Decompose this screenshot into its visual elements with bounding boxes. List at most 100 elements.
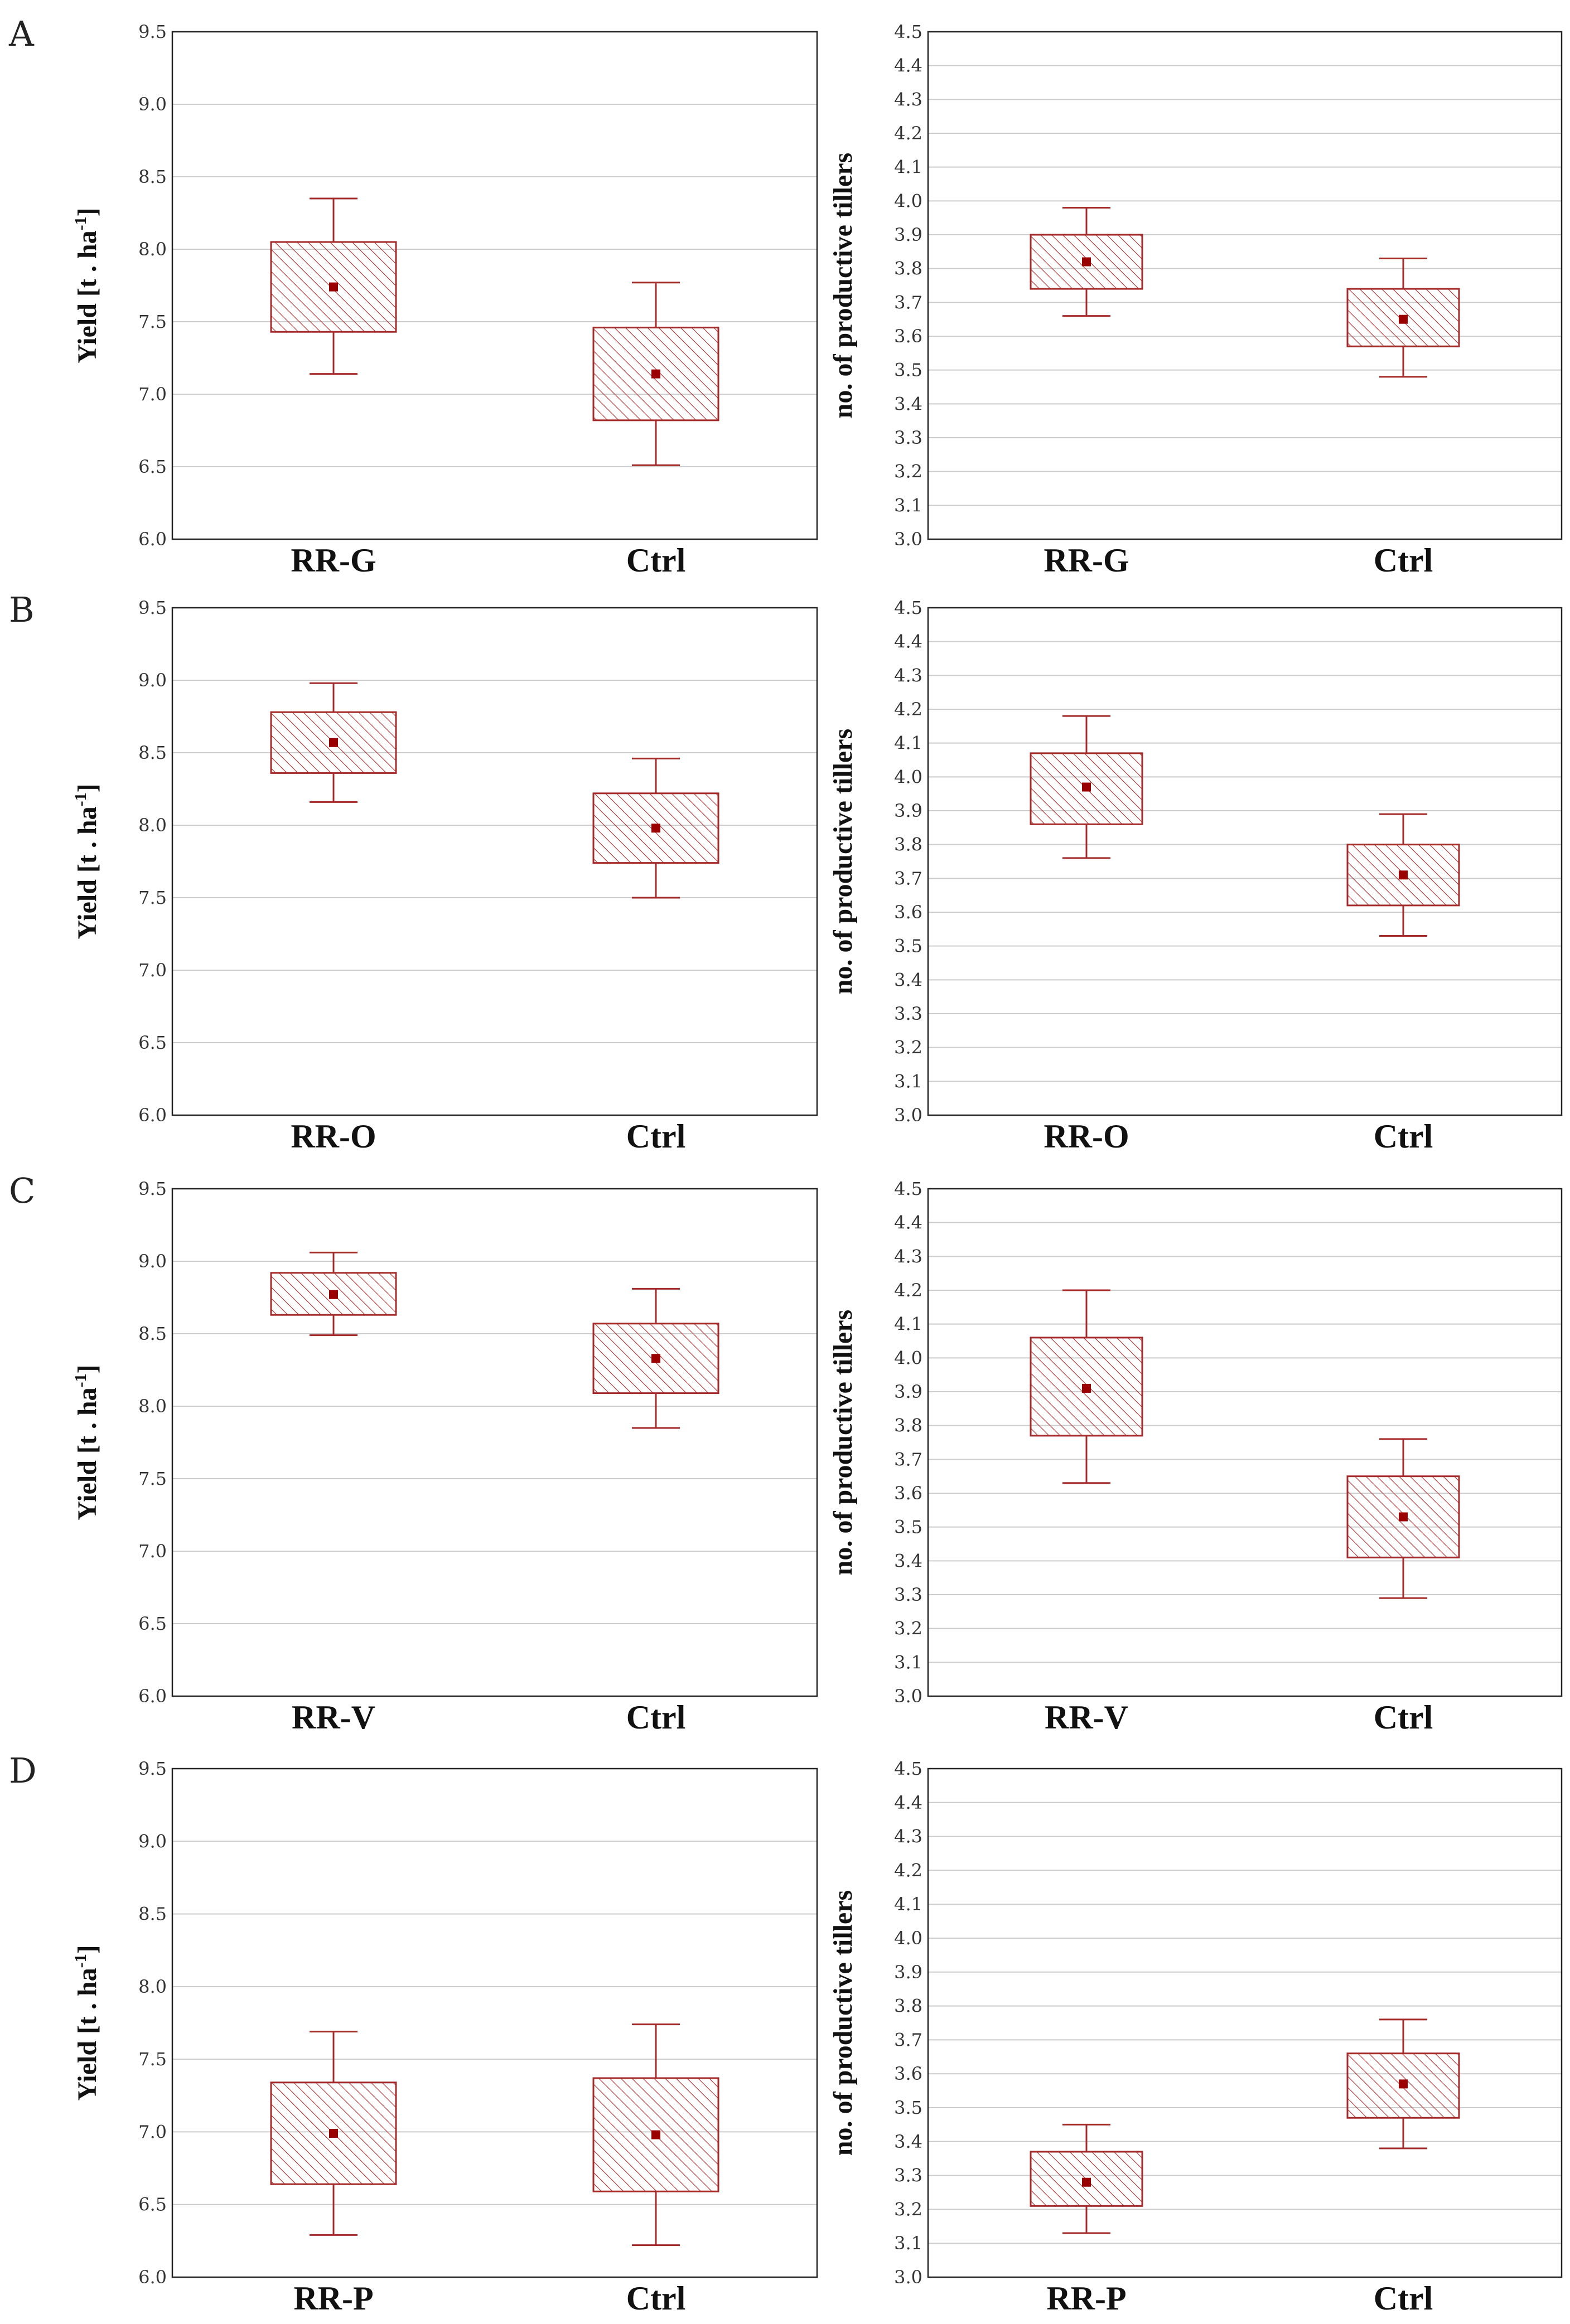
chart-7-ytick-label: 9.5 xyxy=(138,1758,167,1779)
chart-6-y-axis-label-text: no. of productive tillers xyxy=(828,1310,858,1575)
chart-2-ytick-label: 3.6 xyxy=(894,326,922,347)
chart-8-mean-marker xyxy=(1399,2079,1408,2089)
chart-2-ytick-label: 4.0 xyxy=(894,190,922,211)
chart-5-ytick-label: 7.5 xyxy=(138,1468,167,1489)
chart-6-y-axis-label: no. of productive tillers xyxy=(828,1310,858,1575)
chart-6-ytick-label: 4.5 xyxy=(894,1178,922,1199)
chart-1-y-axis-label: Yield [t . ha-1] xyxy=(71,207,102,363)
chart-6-mean-marker xyxy=(1399,1512,1408,1522)
chart-4-ytick-label: 3.1 xyxy=(894,1071,922,1092)
chart-8-ytick-label: 3.7 xyxy=(894,2029,922,2050)
chart-8-ytick-label: 4.0 xyxy=(894,1928,922,1949)
chart-7-ytick-label: 9.0 xyxy=(138,1831,167,1852)
chart-8-ytick-label: 4.3 xyxy=(894,1826,922,1847)
chart-8-ytick-label: 3.9 xyxy=(894,1962,922,1983)
chart-7-ytick-label: 6.0 xyxy=(138,2267,167,2288)
chart-3-y-axis-label-superscript: -1 xyxy=(71,792,90,806)
chart-2-ytick-label: 4.3 xyxy=(894,89,922,110)
chart-7-mean-marker xyxy=(329,2129,338,2138)
chart-8-ytick-label: 3.8 xyxy=(894,1996,922,2017)
chart-7-ytick-label: 6.5 xyxy=(138,2194,167,2215)
chart-6-frame xyxy=(927,1188,1563,1697)
chart-6-ytick-label: 3.3 xyxy=(894,1584,922,1605)
chart-7-x-category-label: Ctrl xyxy=(626,2280,686,2317)
chart-2: 3.0 3.1 3.2 3.3 3.4 3.5 3.6 3.7 3.8 3.9 4.0 4.1 4.2 4… xyxy=(828,21,1563,579)
chart-2-ytick-label: 4.4 xyxy=(894,55,922,76)
chart-3: 6.0 6.5 7.0 7.5 8.0 8.5 9.0 9.5 Yield [t . ha-1]… xyxy=(9,589,818,1155)
chart-8-x-category-label: Ctrl xyxy=(1374,2280,1433,2317)
chart-5-y-axis-label: Yield [t . ha-1] xyxy=(71,1364,102,1520)
chart-8-x-category-label: RR-P xyxy=(1046,2280,1126,2317)
chart-2-ytick-label: 3.0 xyxy=(894,529,922,550)
chart-6-ytick-label: 3.5 xyxy=(894,1517,922,1538)
chart-1-y-axis-label-tail: ] xyxy=(73,207,102,216)
chart-3-x-category-label: Ctrl xyxy=(626,1118,686,1155)
chart-6-box xyxy=(1346,1475,1460,1558)
chart-2-x-category-label: RR-G xyxy=(1044,542,1129,579)
chart-1-ytick-label: 9.0 xyxy=(138,94,167,115)
chart-4-x-category-label: Ctrl xyxy=(1374,1118,1433,1155)
chart-6-x-category-label: Ctrl xyxy=(1374,1699,1433,1736)
chart-1-mean-marker xyxy=(329,282,338,292)
panel-letter: B xyxy=(9,589,35,630)
chart-4-x-category-label: RR-O xyxy=(1044,1118,1129,1155)
chart-7-ytick-label: 8.5 xyxy=(138,1904,167,1925)
chart-1: 6.0 6.5 7.0 7.5 8.0 8.5 9.0 9.5 Yield [t . ha-1]… xyxy=(8,13,818,579)
chart-6-ytick-label: 4.2 xyxy=(894,1280,922,1301)
chart-2-ytick-label: 3.1 xyxy=(894,495,922,516)
chart-6-ytick-label: 4.3 xyxy=(894,1246,922,1267)
chart-3-frame xyxy=(171,607,818,1116)
chart-7-ytick-label: 7.0 xyxy=(138,2121,167,2142)
chart-4-ytick-label: 3.6 xyxy=(894,902,922,923)
chart-7-ytick-label: 7.5 xyxy=(138,2049,167,2070)
panel-letter: D xyxy=(9,1750,37,1791)
chart-5-mean-marker xyxy=(651,1354,660,1363)
chart-3-ytick-label: 6.5 xyxy=(138,1032,167,1053)
chart-3-mean-marker xyxy=(329,738,338,747)
chart-4-ytick-label: 3.3 xyxy=(894,1003,922,1024)
chart-5-ytick-label: 9.0 xyxy=(138,1251,167,1272)
chart-2-ytick-label: 4.2 xyxy=(894,123,922,144)
chart-6-ytick-label: 3.6 xyxy=(894,1483,922,1504)
chart-4-ytick-label: 3.8 xyxy=(894,834,922,855)
chart-2-mean-marker xyxy=(1082,257,1091,267)
chart-8-ytick-label: 4.4 xyxy=(894,1792,922,1813)
chart-4-y-axis-label-text: no. of productive tillers xyxy=(828,729,858,994)
chart-2-ytick-label: 3.7 xyxy=(894,292,922,313)
chart-8-ytick-label: 3.2 xyxy=(894,2199,922,2220)
chart-4-ytick-label: 4.5 xyxy=(894,597,922,618)
chart-4-ytick-label: 4.4 xyxy=(894,631,922,652)
chart-6-ytick-label: 4.1 xyxy=(894,1314,922,1335)
chart-5-x-category-label: Ctrl xyxy=(626,1699,686,1736)
chart-3-y-axis-label-tail: ] xyxy=(73,783,102,792)
chart-5-y-axis-label-tail: ] xyxy=(73,1364,102,1373)
chart-2-ytick-label: 3.2 xyxy=(894,461,922,482)
chart-1-ytick-label: 7.5 xyxy=(138,311,167,332)
chart-3-ytick-label: 6.0 xyxy=(138,1105,167,1126)
chart-8-frame xyxy=(927,1768,1563,2278)
chart-8-y-axis-label-text: no. of productive tillers xyxy=(828,1890,858,2156)
chart-6: 3.0 3.1 3.2 3.3 3.4 3.5 3.6 3.7 3.8 3.9 4.0 4.1 4.2 4… xyxy=(828,1178,1563,1736)
chart-1-ytick-label: 7.0 xyxy=(138,384,167,405)
chart-3-ytick-label: 9.0 xyxy=(138,670,167,691)
chart-5-ytick-label: 8.5 xyxy=(138,1323,167,1344)
chart-1-ytick-label: 9.5 xyxy=(138,21,167,42)
chart-3-ytick-label: 8.5 xyxy=(138,742,167,763)
chart-3-y-axis-label-text: Yield [t . ha xyxy=(73,806,102,939)
chart-5-y-axis-label-text: Yield [t . ha xyxy=(73,1387,102,1520)
chart-2-ytick-label: 4.1 xyxy=(894,157,922,178)
chart-6-ytick-label: 3.7 xyxy=(894,1449,922,1470)
chart-2-mean-marker xyxy=(1399,314,1408,324)
chart-5-ytick-label: 9.5 xyxy=(138,1178,167,1199)
chart-4-mean-marker xyxy=(1082,782,1091,792)
chart-2-ytick-label: 3.3 xyxy=(894,427,922,448)
chart-3-ytick-label: 7.5 xyxy=(138,887,167,908)
chart-3-x-category-label: RR-O xyxy=(291,1118,376,1155)
chart-7: 6.0 6.5 7.0 7.5 8.0 8.5 9.0 9.5 Yield [t . ha-1]… xyxy=(9,1750,818,2317)
chart-1-ytick-label: 8.0 xyxy=(138,239,167,260)
chart-4-y-axis-label: no. of productive tillers xyxy=(828,729,858,994)
chart-8-ytick-label: 3.5 xyxy=(894,2097,922,2118)
chart-6-ytick-label: 3.1 xyxy=(894,1652,922,1673)
chart-8-ytick-label: 3.3 xyxy=(894,2165,922,2186)
